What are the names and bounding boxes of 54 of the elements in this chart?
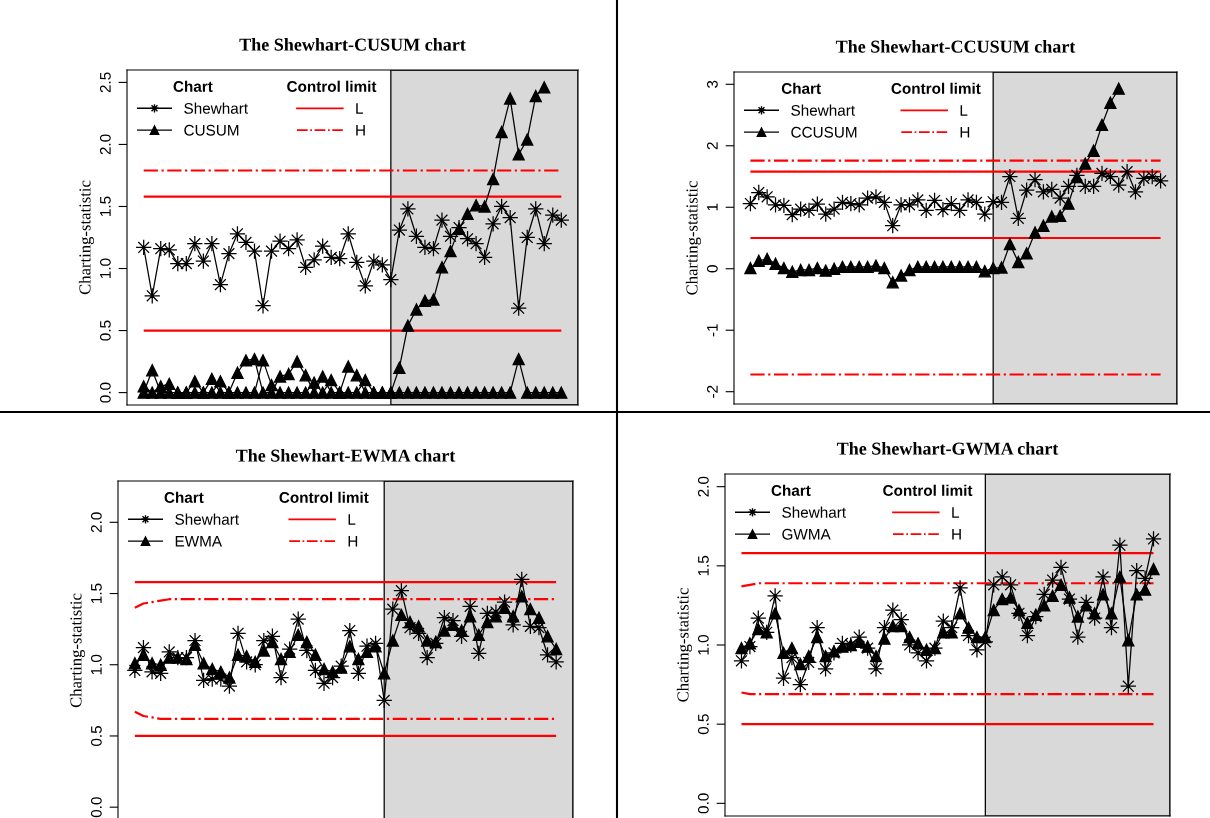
y-tick-label: 1.5 [100,196,111,216]
y-tick-label: 3 [706,80,718,88]
y-axis-title: Charting-statistic [685,181,702,295]
y-tick-label: 1.0 [697,634,709,655]
legend-label: Shewhart [175,513,239,525]
chart-title: The Shewhart-CUSUM chart [239,38,466,51]
legend-label: Shewhart [782,506,846,518]
legend-label: H [960,127,970,138]
legend-label: H [356,125,365,136]
y-tick-label: 0.5 [90,725,102,746]
y-tick-label: 1.0 [90,654,102,675]
legend-label: L [356,103,363,114]
chart-title: The Shewhart-GWMA chart [836,442,1059,455]
legend-label: H [952,529,961,540]
y-tick-label: -1 [707,324,718,337]
y-tick-label: 0.0 [99,382,111,403]
legend-label: Shewhart [184,102,248,114]
annotation: Control limit [279,491,369,503]
y-tick-label: 0.5 [697,714,709,735]
chart-title: The Shewhart-CCUSUM chart [835,40,1076,53]
legend-title: Chart [771,484,811,496]
legend-label: L [348,514,356,525]
annotation: Control limit [287,80,377,92]
annotation: Control limit [891,82,981,94]
y-tick-label: 1.5 [91,583,102,603]
y-tick-label: 1.0 [99,258,111,278]
y-tick-label: 2.0 [697,476,709,497]
legend-label: CCUSUM [791,126,857,138]
y-tick-label: 0.5 [99,320,111,341]
y-tick-label: 1.5 [698,555,709,576]
chart-title: The Shewhart-EWMA chart [235,449,456,462]
y-tick-label: 0 [706,265,718,273]
y-tick-label: 2 [706,142,718,150]
y-tick-label: 2.0 [99,134,111,155]
y-axis-title: Charting-statistic [69,593,86,708]
y-tick-label: 2.5 [99,72,111,93]
legend-label: L [960,105,968,116]
legend-label: L [952,507,960,518]
legend-label: CUSUM [184,124,239,136]
y-tick-label: 1 [707,203,718,211]
y-axis-title: Charting-statistic [78,180,95,295]
y-tick-label: -2 [706,385,718,398]
y-tick-label: 0.0 [90,797,102,818]
legend-title: Chart [781,82,821,94]
legend-title: Chart [164,491,204,503]
legend-label: Shewhart [791,104,855,116]
legend-label: H [348,536,358,547]
legend-label: EWMA [175,536,223,547]
legend-title: Chart [173,80,213,92]
y-tick-label: 2.0 [90,512,102,533]
y-tick-label: 0.0 [697,793,709,814]
y-axis-title: Charting-statistic [676,588,693,702]
legend-label: GWMA [782,528,831,540]
annotation: Control limit [883,484,973,496]
